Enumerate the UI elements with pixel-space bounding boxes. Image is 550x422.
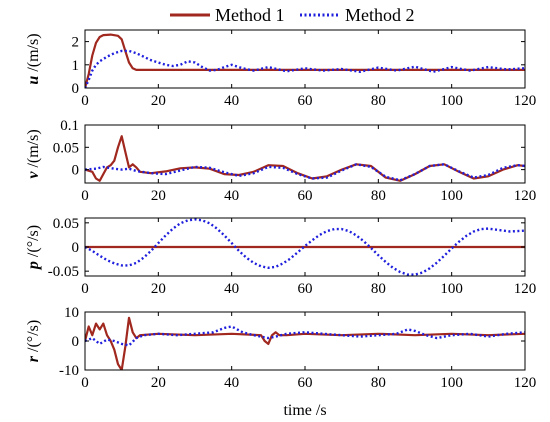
x-tick-label: 0 xyxy=(81,281,89,297)
y-tick-label: 10 xyxy=(64,305,79,321)
y-tick-label: -10 xyxy=(59,363,79,379)
y-tick-label: -0.05 xyxy=(48,264,79,280)
x-tick-label: 40 xyxy=(224,375,239,391)
legend-label-method-2: Method 2 xyxy=(345,5,415,25)
y-axis-label: r /(°/s) xyxy=(25,320,42,362)
legend: Method 1 Method 2 xyxy=(170,5,415,25)
x-tick-label: 20 xyxy=(151,93,166,109)
x-tick-label: 120 xyxy=(514,375,537,391)
y-axis-label-variable: p xyxy=(25,261,42,271)
x-tick-label: 20 xyxy=(151,188,166,204)
x-tick-label: 60 xyxy=(298,93,313,109)
subplot-1: 0 20 40 60 80 100 120 0 1 2 u /(m/s) xyxy=(25,30,536,109)
x-tick-label: 80 xyxy=(371,93,386,109)
y-axis-label-unit: /(°/s) xyxy=(25,320,42,356)
x-tick-label: 100 xyxy=(440,188,463,204)
x-tick-label: 0 xyxy=(81,188,89,204)
x-tick-label: 0 xyxy=(81,93,89,109)
x-tick-label: 40 xyxy=(224,93,239,109)
x-tick-label: 60 xyxy=(298,375,313,391)
x-tick-label: 60 xyxy=(298,281,313,297)
y-tick-label: 0.1 xyxy=(60,118,79,134)
series-line-method-2 xyxy=(85,327,525,346)
x-tick-label: 100 xyxy=(440,375,463,391)
x-tick-label: 80 xyxy=(371,281,386,297)
axes-box xyxy=(85,312,525,370)
y-axis-label: p /(°/s) xyxy=(25,225,42,271)
series-line-method-1 xyxy=(85,136,525,181)
x-tick-label: 120 xyxy=(514,188,537,204)
subplot-2: 0 20 40 60 80 100 120 0 0.05 0.1 v /(m/s) xyxy=(25,118,536,204)
x-tick-label: 0 xyxy=(81,375,89,391)
y-tick-label: 1 xyxy=(72,58,80,74)
y-axis-label: v /(m/s) xyxy=(25,129,42,178)
y-tick-label: 0.05 xyxy=(53,216,79,232)
x-tick-label: 40 xyxy=(224,281,239,297)
y-axis-label-unit: /(m/s) xyxy=(25,33,42,75)
y-tick-label: 0.05 xyxy=(53,140,79,156)
y-tick-label: 0 xyxy=(72,240,80,256)
x-tick-label: 120 xyxy=(514,93,537,109)
x-tick-label: 100 xyxy=(440,281,463,297)
y-axis-label-unit: /(m/s) xyxy=(25,129,42,171)
y-tick-label: 0 xyxy=(72,81,80,97)
y-axis-label-variable: u xyxy=(25,76,42,85)
axes-box xyxy=(85,125,525,183)
x-tick-label: 40 xyxy=(224,188,239,204)
y-tick-label: 0 xyxy=(72,334,80,350)
x-tick-label: 80 xyxy=(371,188,386,204)
y-axis-label: u /(m/s) xyxy=(25,33,42,84)
legend-label-method-1: Method 1 xyxy=(215,5,285,25)
x-axis-label: time /s xyxy=(283,402,326,419)
y-tick-label: 0 xyxy=(72,163,80,179)
series-line-method-1 xyxy=(85,318,525,370)
x-tick-label: 20 xyxy=(151,375,166,391)
x-tick-label: 100 xyxy=(440,93,463,109)
x-tick-label: 80 xyxy=(371,375,386,391)
x-tick-label: 20 xyxy=(151,281,166,297)
y-axis-label-unit: /(°/s) xyxy=(25,225,42,261)
y-tick-label: 2 xyxy=(72,35,80,51)
x-tick-label: 60 xyxy=(298,188,313,204)
x-tick-label: 120 xyxy=(514,281,537,297)
